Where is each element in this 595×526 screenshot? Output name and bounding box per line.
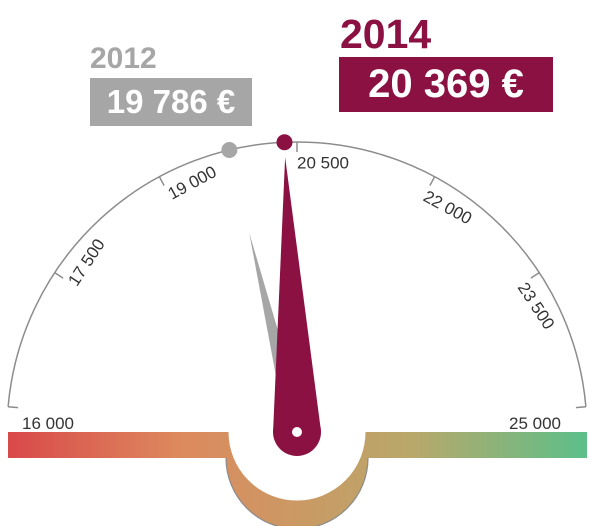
- gauge-bowl-outline: [225, 457, 369, 526]
- tick-label: 25 000: [509, 414, 561, 433]
- tick-mark: [429, 176, 436, 186]
- tick-label: 19 000: [165, 162, 220, 203]
- tick-label: 17 500: [64, 236, 108, 290]
- current-needle: [273, 157, 321, 434]
- tick-mark: [530, 272, 540, 279]
- needle-pin: [292, 427, 302, 437]
- previous-marker-dot: [221, 141, 238, 158]
- current-marker-dot: [276, 134, 293, 151]
- gauge-color-band: [8, 432, 587, 526]
- current-value-badge: 20 369 €: [339, 57, 553, 112]
- needle-layer: [221, 134, 321, 456]
- current-year-label: 2014: [340, 11, 432, 57]
- gauge-bowl: [228, 431, 366, 501]
- tick-mark: [575, 405, 586, 409]
- previous-year-label: 2012: [90, 42, 157, 75]
- tick-label: 22 000: [420, 187, 475, 228]
- tick-mark: [8, 405, 19, 409]
- tick-label: 16 000: [22, 414, 74, 433]
- previous-value-badge: 19 786 €: [90, 78, 252, 126]
- tick-label: 23 500: [514, 279, 558, 333]
- tick-mark: [54, 272, 64, 279]
- tick-mark: [158, 176, 165, 186]
- tick-label: 20 500: [297, 153, 349, 172]
